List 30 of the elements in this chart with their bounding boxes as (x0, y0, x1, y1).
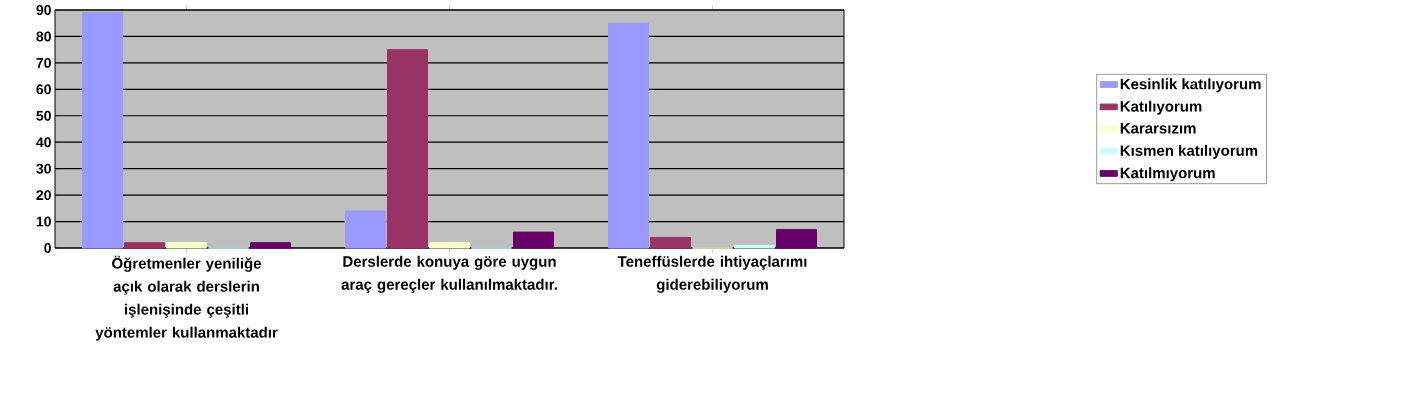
bar (82, 12, 124, 249)
legend-label: Kesinlik katılıyorum (1120, 78, 1261, 93)
legend-label: Katılıyorum (1120, 100, 1202, 115)
bar (345, 210, 387, 249)
y-tick-label: 10 (36, 216, 51, 227)
bar (513, 231, 555, 249)
y-tick-label: 70 (36, 57, 51, 68)
x-tick-label: Öğretmenler yeniliğe açık olarak derslerin işlenişinde çeşitli yöntemler kullanmaktadır (95, 255, 278, 341)
bar (429, 242, 471, 249)
bar (166, 242, 208, 249)
legend-label: Katılmıyorum (1120, 167, 1215, 182)
bar (387, 49, 429, 249)
bar (608, 22, 650, 249)
bar (734, 244, 776, 249)
bar (250, 242, 292, 249)
legend-label: Kararsızım (1120, 123, 1196, 134)
x-tick-label: Derslerde konuya göre uygun araç gereçler kullanılmaktadır. (341, 255, 557, 293)
y-tick-label: 0 (44, 243, 51, 253)
y-tick-label: 30 (36, 163, 51, 174)
legend-label: Kısmen katılıyorum (1120, 144, 1258, 159)
bar (776, 228, 818, 249)
y-tick-label: 60 (36, 84, 51, 95)
y-tick-label: 40 (36, 137, 51, 148)
bar (650, 236, 692, 249)
y-tick-label: 20 (36, 190, 51, 201)
y-tick-label: 90 (36, 5, 51, 15)
y-tick-label: 50 (36, 110, 51, 121)
y-tick-label: 80 (36, 31, 51, 42)
bar (124, 242, 166, 249)
x-tick-label: Teneffüslerde ihtiyaçlarımı giderebiliyorum (617, 255, 807, 293)
